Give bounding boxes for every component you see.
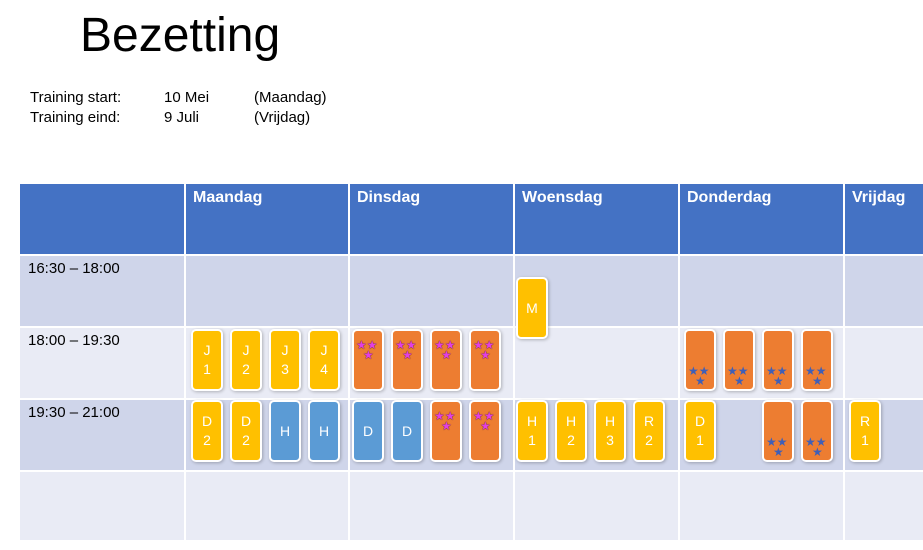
- booking-card: ★★ ★: [430, 329, 462, 391]
- booking-card: ★★ ★: [723, 329, 755, 391]
- blue-stars-icon: ★★: [766, 364, 788, 378]
- row-band-4: [20, 470, 923, 540]
- booking-card: J 1: [191, 329, 223, 391]
- booking-card: ★★ ★: [352, 329, 384, 391]
- booking-card: D 2: [230, 400, 262, 462]
- booking-card: D 2: [191, 400, 223, 462]
- pink-stars-icon: ★: [441, 348, 452, 362]
- blue-stars-icon: ★★: [688, 364, 710, 378]
- booking-card: M: [516, 277, 548, 339]
- header-day-dinsdag: Dinsdag: [349, 184, 514, 254]
- blue-stars-icon: ★: [695, 374, 706, 388]
- blue-stars-icon: ★: [734, 374, 745, 388]
- blue-stars-icon: ★★: [766, 435, 788, 449]
- booking-card: D: [352, 400, 384, 462]
- booking-card-label: D 2: [240, 413, 252, 448]
- booking-card: H: [308, 400, 340, 462]
- row-band-1: [20, 254, 923, 326]
- blue-stars-icon: ★★: [805, 435, 827, 449]
- grid-divider: [20, 398, 923, 400]
- grid-divider: [513, 184, 515, 540]
- training-end-date: 9 Juli: [164, 109, 200, 126]
- blue-stars-icon: ★: [773, 374, 784, 388]
- header-day-donderdag: Donderdag: [679, 184, 844, 254]
- booking-card: J 3: [269, 329, 301, 391]
- pink-stars-icon: ★★: [473, 409, 495, 423]
- grid-divider: [184, 184, 186, 540]
- pink-stars-icon: ★: [480, 419, 491, 433]
- pink-stars-icon: ★: [402, 348, 413, 362]
- pink-stars-icon: ★★: [434, 338, 456, 352]
- booking-card: H: [269, 400, 301, 462]
- training-start-date: 10 Mei: [164, 89, 210, 106]
- booking-card: H 1: [516, 400, 548, 462]
- booking-card: ★★ ★: [762, 400, 794, 462]
- pink-stars-icon: ★★: [395, 338, 417, 352]
- booking-card-label: R 1: [859, 413, 871, 448]
- booking-card-label: D 1: [694, 413, 706, 448]
- training-start-label: Training start:: [30, 89, 122, 106]
- booking-card-label: J 1: [203, 342, 211, 377]
- booking-card: ★★ ★: [762, 329, 794, 391]
- grid-divider: [20, 326, 923, 328]
- booking-card: ★★ ★: [801, 400, 833, 462]
- booking-card: J 2: [230, 329, 262, 391]
- booking-card-label: D 2: [201, 413, 213, 448]
- pink-stars-icon: ★★: [356, 338, 378, 352]
- header-day-vrijdag: Vrijdag: [844, 184, 923, 254]
- booking-card-label: H 1: [526, 413, 538, 448]
- booking-card-label: J 2: [242, 342, 250, 377]
- booking-card-label: M: [526, 299, 538, 316]
- grid-divider: [348, 184, 350, 540]
- pink-stars-icon: ★★: [434, 409, 456, 423]
- booking-card-label: D: [401, 422, 413, 439]
- header-day-woensdag: Woensdag: [514, 184, 679, 254]
- blue-stars-icon: ★: [812, 374, 823, 388]
- booking-card-label: J 3: [281, 342, 289, 377]
- booking-card: ★★ ★: [469, 329, 501, 391]
- booking-card: R 1: [849, 400, 881, 462]
- blue-stars-icon: ★★: [805, 364, 827, 378]
- pink-stars-icon: ★: [441, 419, 452, 433]
- blue-stars-icon: ★★: [727, 364, 749, 378]
- blue-stars-icon: ★: [812, 445, 823, 459]
- booking-card: H 3: [594, 400, 626, 462]
- training-end-label: Training eind:: [30, 109, 121, 126]
- pink-stars-icon: ★★: [473, 338, 495, 352]
- booking-card: ★★ ★: [801, 329, 833, 391]
- booking-card: ★★ ★: [391, 329, 423, 391]
- pink-stars-icon: ★: [363, 348, 374, 362]
- booking-card: D: [391, 400, 423, 462]
- booking-card: ★★ ★: [684, 329, 716, 391]
- booking-card: H 2: [555, 400, 587, 462]
- header-day-maandag: Maandag: [185, 184, 349, 254]
- booking-card-label: H: [318, 422, 330, 439]
- booking-card: J 4: [308, 329, 340, 391]
- training-end-day: (Vrijdag): [254, 109, 311, 126]
- booking-card-label: D: [362, 422, 374, 439]
- booking-card: R 2: [633, 400, 665, 462]
- booking-card-label: H 3: [604, 413, 616, 448]
- timeslot-label-1: 16:30 – 18:00: [28, 260, 120, 277]
- booking-card: ★★ ★: [469, 400, 501, 462]
- booking-card-label: H: [279, 422, 291, 439]
- timeslot-label-2: 18:00 – 19:30: [28, 332, 120, 349]
- booking-card-label: J 4: [320, 342, 328, 377]
- header-corner-cell: [20, 184, 185, 254]
- grid-divider: [678, 184, 680, 540]
- booking-card: D 1: [684, 400, 716, 462]
- blue-stars-icon: ★: [773, 445, 784, 459]
- timeslot-label-3: 19:30 – 21:00: [28, 404, 120, 421]
- booking-card-label: R 2: [643, 413, 655, 448]
- grid-divider: [20, 254, 923, 256]
- pink-stars-icon: ★: [480, 348, 491, 362]
- page-title: Bezetting: [80, 9, 281, 62]
- booking-card-label: H 2: [565, 413, 577, 448]
- booking-card: ★★ ★: [430, 400, 462, 462]
- grid-divider: [843, 184, 845, 540]
- grid-divider: [20, 470, 923, 472]
- training-start-day: (Maandag): [254, 89, 327, 106]
